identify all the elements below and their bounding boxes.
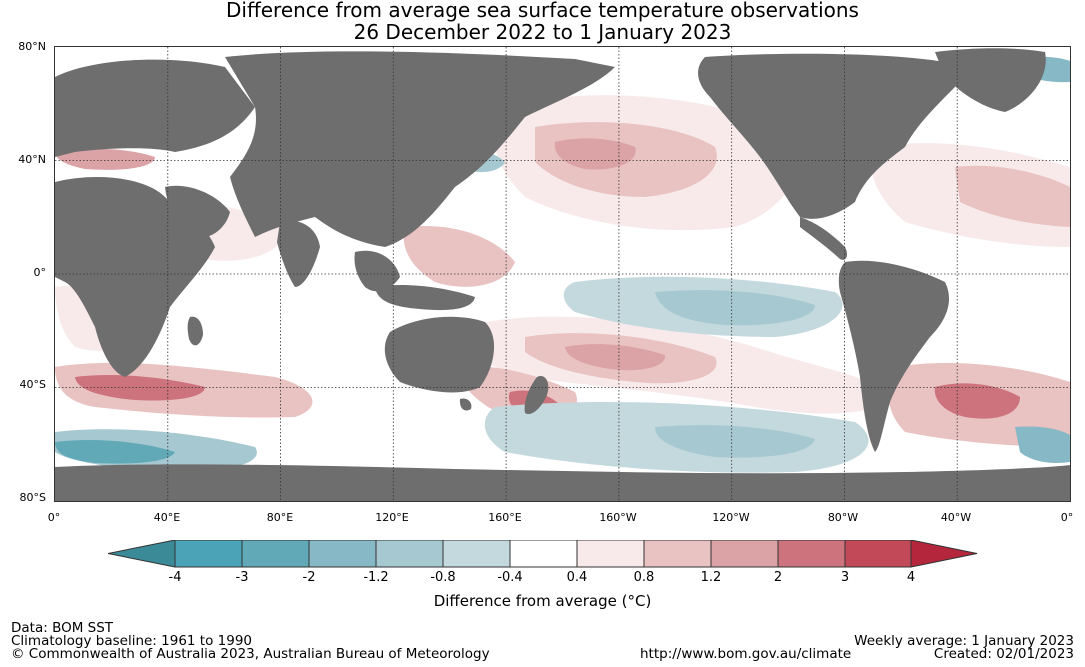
graticule bbox=[55, 47, 1070, 501]
warm-region-mediterranean bbox=[55, 148, 155, 170]
land-south-america bbox=[838, 260, 950, 452]
colorbar-bin-0.8-1.2 bbox=[643, 540, 712, 568]
land-japan bbox=[432, 155, 448, 184]
lon-label-80e: 80°E bbox=[266, 511, 294, 524]
map-title: Difference from average sea surface temp… bbox=[226, 0, 859, 22]
cool-region-southern-ocean-pacific-core bbox=[655, 425, 815, 458]
colorbar-bin--3--2 bbox=[241, 540, 310, 568]
land-africa-europe bbox=[55, 59, 255, 377]
colorbar bbox=[108, 540, 978, 568]
land-southeast-asia bbox=[354, 250, 400, 292]
colorbar-extend-low bbox=[108, 540, 176, 568]
colorbar-tick: 2 bbox=[773, 570, 783, 585]
landmasses bbox=[55, 48, 1070, 501]
lon-label-160e: 160°E bbox=[488, 511, 522, 524]
colorbar-bin--2--1.2 bbox=[308, 540, 377, 568]
colorbar-bin-0.4-0.8 bbox=[576, 540, 645, 568]
cool-region-southern-ocean-atlantic bbox=[1015, 426, 1070, 463]
warm-region-south-atlantic-hot bbox=[934, 383, 1020, 419]
warm-region-south-pacific-hot bbox=[565, 344, 666, 371]
lon-label-40e: 40°E bbox=[153, 511, 181, 524]
colorbar-tick: 3 bbox=[840, 570, 850, 585]
colorbar-bin--4--3 bbox=[174, 540, 243, 568]
lon-label-120e: 120°E bbox=[375, 511, 409, 524]
warm-region-west-pacific bbox=[403, 226, 515, 287]
lat-label-40n: 40°N bbox=[18, 153, 46, 166]
lon-label-40w: 40°W bbox=[940, 511, 972, 524]
land-central-america bbox=[800, 217, 848, 260]
cool-anomaly-regions bbox=[55, 56, 1070, 473]
land-tasmania bbox=[459, 398, 472, 411]
land-madagascar bbox=[187, 316, 203, 346]
weekly-average-text: Weekly average: 1 January 2023 bbox=[854, 633, 1074, 649]
warm-region-north-pacific-hot bbox=[554, 138, 636, 170]
colorbar-bin--1.2--0.8 bbox=[375, 540, 444, 568]
map-canvas bbox=[55, 47, 1070, 501]
colorbar-tick: -0.4 bbox=[497, 570, 523, 585]
colorbar-tick: 0.4 bbox=[566, 570, 588, 585]
map-subtitle: 26 December 2022 to 1 January 2023 bbox=[353, 20, 732, 44]
lat-label-0: 0° bbox=[33, 266, 47, 279]
colorbar-tick: 0.8 bbox=[633, 570, 655, 585]
lon-label-160w: 160°W bbox=[599, 511, 637, 524]
lat-label-80n: 80°N bbox=[18, 40, 46, 53]
colorbar-tick: -2 bbox=[302, 570, 316, 585]
data-source-text: Data: BOM SST bbox=[11, 620, 114, 636]
cool-region-equatorial-pacific-core bbox=[655, 290, 815, 326]
colorbar-tick: -0.8 bbox=[430, 570, 456, 585]
colorbar-bin--0.8--0.4 bbox=[442, 540, 511, 568]
sst-anomaly-map bbox=[54, 46, 1071, 502]
land-north-america bbox=[698, 53, 955, 219]
lat-label-80s: 80°S bbox=[19, 491, 46, 504]
land-arabia bbox=[165, 185, 230, 239]
created-date-text: Created: 02/01/2023 bbox=[933, 646, 1074, 662]
lon-label-80w: 80°W bbox=[827, 511, 859, 524]
colorbar-bin-3-4 bbox=[844, 540, 912, 568]
bom-climate-link[interactable]: http://www.bom.gov.au/climate bbox=[640, 646, 852, 662]
baseline-text: Climatology baseline: 1961 to 1990 bbox=[11, 633, 252, 649]
colorbar-bin--0.4-0.4 bbox=[509, 540, 578, 568]
land-india bbox=[277, 220, 320, 287]
colorbar-label: Difference from average (°C) bbox=[433, 592, 652, 610]
land-antarctica bbox=[55, 464, 1070, 501]
land-new-zealand bbox=[524, 376, 549, 415]
colorbar-bin-1.2-2 bbox=[710, 540, 779, 568]
colorbar-tick: -1.2 bbox=[363, 570, 389, 585]
land-asia bbox=[225, 51, 615, 247]
land-greenland bbox=[935, 48, 1046, 112]
colorbar-tick: -3 bbox=[235, 570, 249, 585]
lon-label-120w: 120°W bbox=[712, 511, 750, 524]
warm-region-north-atlantic-core bbox=[955, 165, 1070, 227]
lon-label-0-left: 0° bbox=[47, 511, 61, 524]
land-indonesia bbox=[375, 285, 475, 311]
land-australia bbox=[384, 316, 495, 393]
cool-region-southern-ocean-indian-core bbox=[55, 440, 175, 464]
colorbar-tick: -4 bbox=[168, 570, 182, 585]
colorbar-extend-high bbox=[910, 540, 978, 568]
colorbar-bin-2-3 bbox=[777, 540, 846, 568]
colorbar-tick: 4 bbox=[906, 570, 916, 585]
copyright-text: © Commonwealth of Australia 2023, Austra… bbox=[11, 646, 490, 662]
colorbar-tick: 1.2 bbox=[700, 570, 722, 585]
lon-label-0-right: 0° bbox=[1060, 511, 1074, 524]
lat-label-40s: 40°S bbox=[19, 378, 46, 391]
